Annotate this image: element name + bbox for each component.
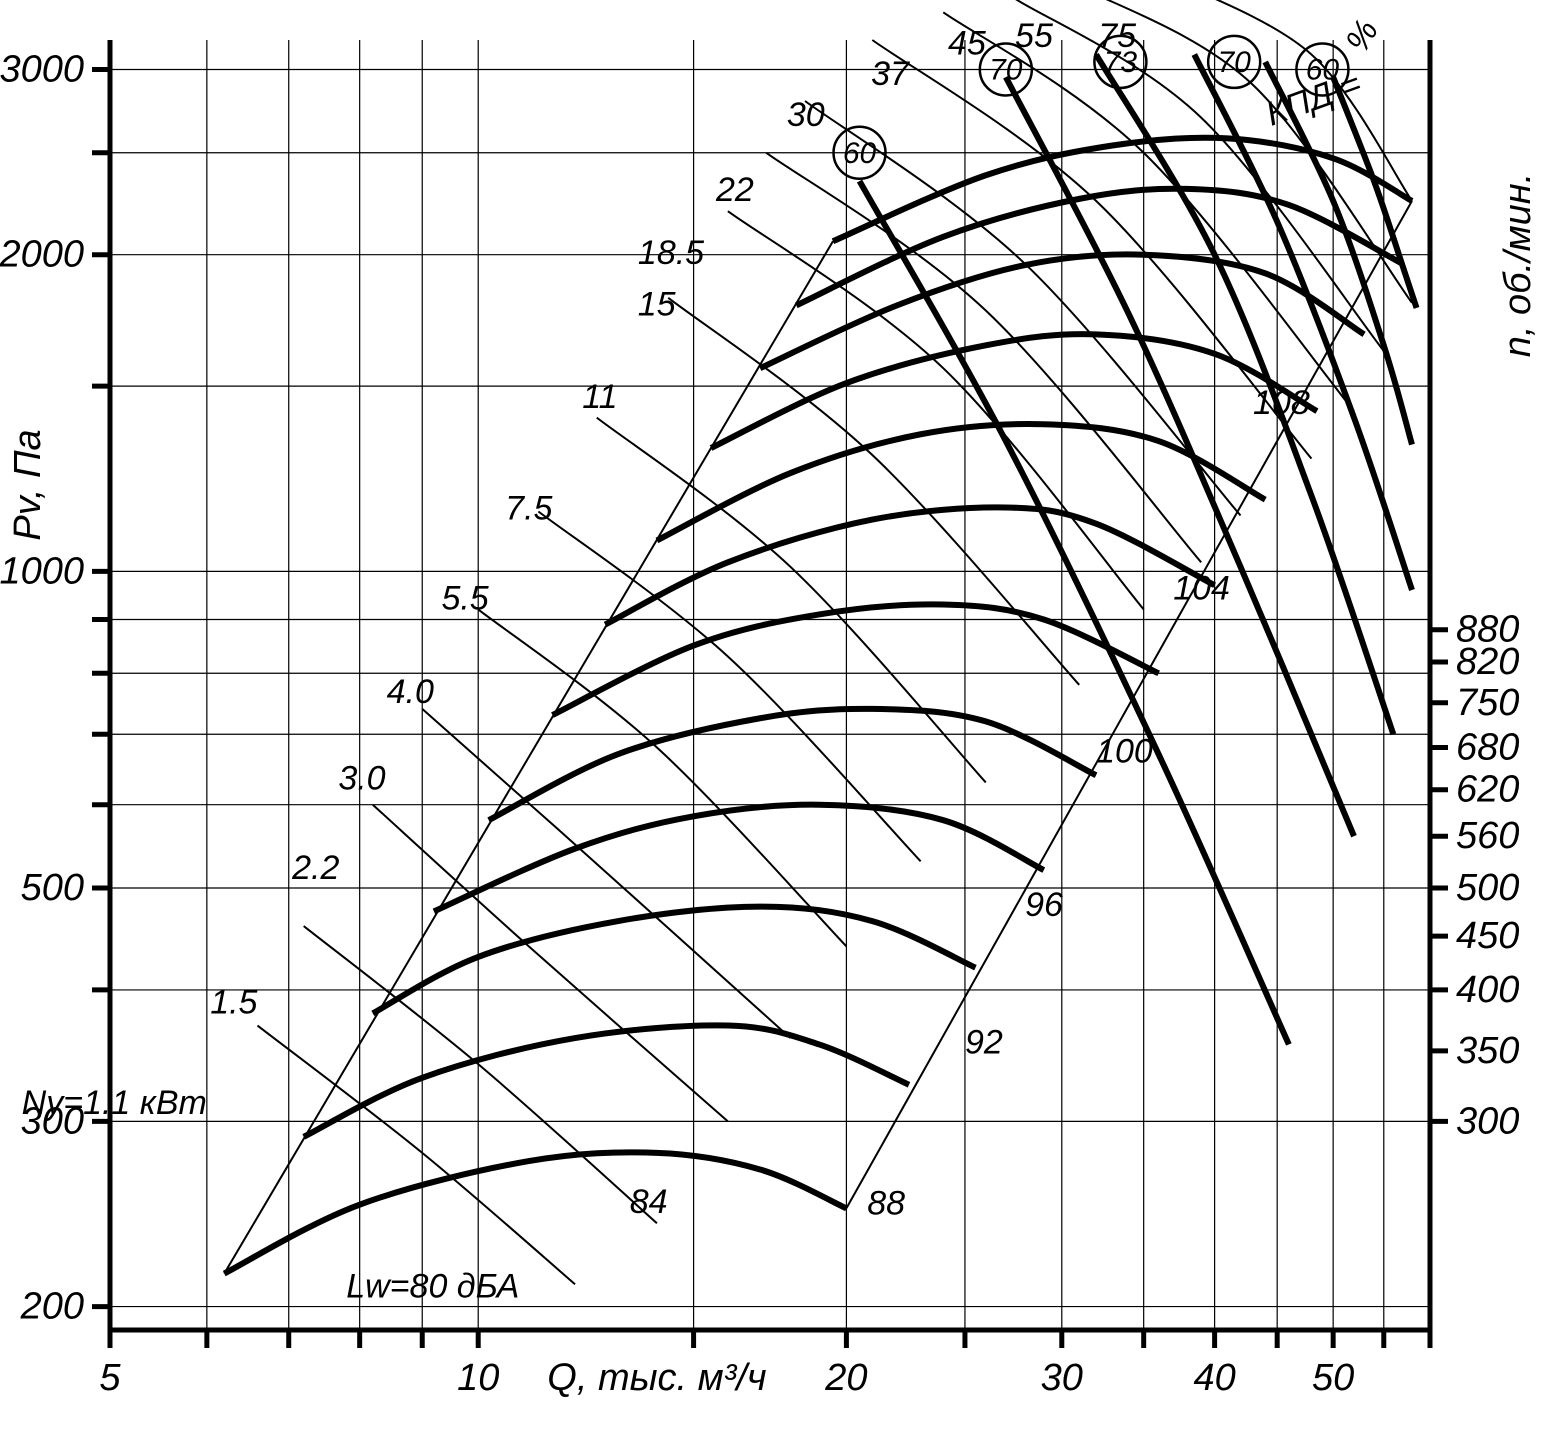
rpm-curve [552,604,1158,715]
x-axis-title: Q, тыс. м³/ч [547,1357,766,1399]
x-tick-label: 30 [1041,1357,1083,1399]
sound-level-label: 100 [1096,732,1153,770]
chart-svg: 5102030405020030050010002000300030035040… [0,0,1541,1442]
power-label: 22 [715,171,754,209]
efficiency-curve [860,181,1289,1044]
power-curve [668,298,1079,685]
y-left-tick-label: 200 [20,1286,84,1328]
power-label: 1.5 [210,983,257,1021]
x-tick-label: 50 [1312,1357,1354,1399]
y-left-tick-label: 500 [21,867,84,909]
rpm-curve [434,805,1044,912]
power-label: 30 [787,96,825,134]
efficiency-circle-label: 70 [989,53,1023,86]
x-tick-label: 40 [1193,1357,1235,1399]
power-label: 4.0 [387,673,434,711]
rpm-curve [796,189,1402,306]
power-label: 2.2 [291,849,339,887]
operating-boundary [224,241,833,1273]
y-left-axis-title: Pv, Па [7,429,49,540]
sound-level-label: 104 [1173,569,1230,607]
y-left-tick-label: 2000 [0,234,84,276]
sound-level-label: 108 [1253,384,1310,422]
power-label: 3.0 [338,760,385,798]
power-curve [304,926,657,1223]
rpm-curve [657,424,1265,540]
sound-level-label: 84 [630,1183,668,1221]
rpm-curve [373,907,976,1014]
y-right-tick-label: 400 [1456,969,1519,1011]
y-right-tick-label: 500 [1456,867,1519,909]
sound-level-label: 96 [1025,886,1063,924]
power-label: 11 [582,378,617,416]
power-label: 45 [948,25,986,63]
y-left-tick-label: 3000 [0,48,84,90]
y-right-tick-label: 620 [1456,769,1519,811]
y-right-tick-label: 350 [1456,1030,1519,1072]
efficiency-circle-label: 60 [843,137,877,170]
power-label: 15 [638,286,676,324]
y-right-tick-label: 880 [1456,609,1519,651]
sound-level-label: Lw=80 дБА [346,1267,519,1305]
rpm-curve [224,1152,846,1273]
power-label: 18.5 [638,234,704,272]
y-right-axis-title: n, об./мин. [1497,173,1539,358]
power-label: 7.5 [505,490,552,528]
sound-level-label: 92 [965,1024,1003,1062]
power-curve [257,1026,575,1285]
power-curve [872,40,1311,459]
x-tick-label: 10 [457,1357,499,1399]
power-label: 37 [871,55,910,93]
power-label: 5.5 [441,579,488,617]
y-right-tick-label: 300 [1456,1100,1519,1142]
rpm-curve [304,1025,909,1136]
power-curve [766,153,1201,563]
x-tick-label: 5 [99,1357,121,1399]
fan-performance-chart: 5102030405020030050010002000300030035040… [0,0,1541,1442]
y-left-tick-label: 1000 [0,550,84,592]
percent-label: % [1338,13,1386,58]
x-tick-label: 20 [824,1357,867,1399]
power-label: Nу=1.1 кВт [22,1084,207,1122]
y-right-tick-label: 560 [1456,815,1519,857]
y-right-tick-label: 750 [1456,682,1519,724]
efficiency-circle-label: 70 [1217,46,1251,79]
y-right-tick-label: 450 [1456,915,1519,957]
y-right-tick-label: 680 [1456,727,1519,769]
efficiency-curve [1333,77,1416,308]
sound-level-label: 88 [867,1185,905,1223]
efficiency-circle-label: 73 [1104,46,1138,79]
